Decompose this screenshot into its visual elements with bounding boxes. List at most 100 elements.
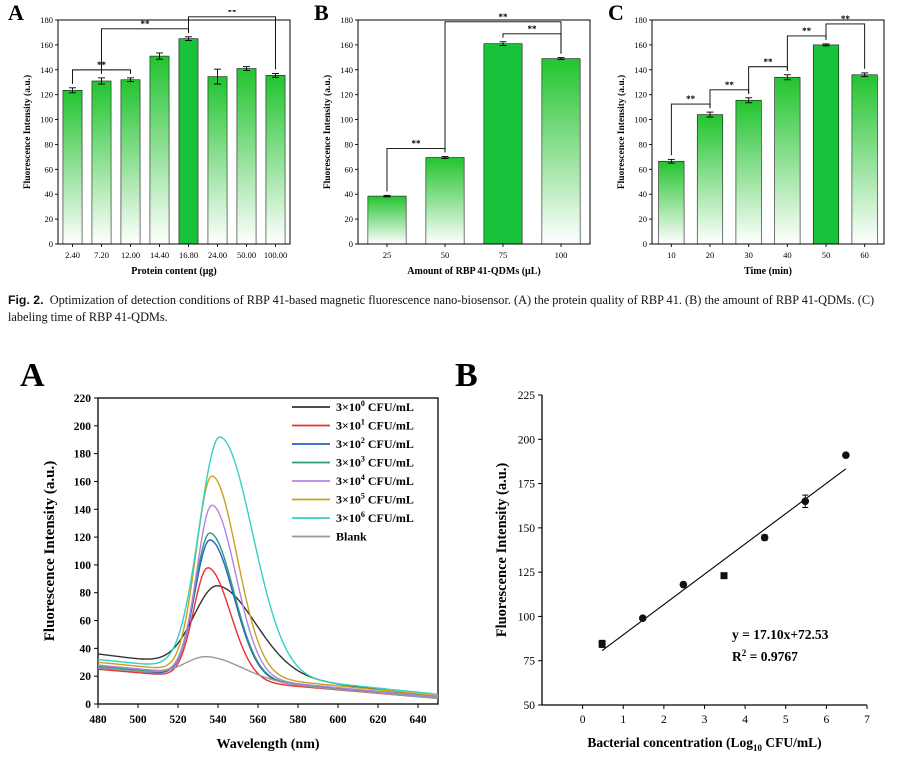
legend-label: 3×101 CFU/mL [336, 418, 414, 433]
y-tick-label: 180 [340, 15, 353, 25]
x-tick-label: 14.40 [150, 250, 169, 260]
y-tick-label: 40 [639, 189, 648, 199]
legend-label: Blank [336, 530, 367, 544]
bar-25 [367, 195, 407, 245]
fit-line [601, 468, 847, 651]
x-tick-label: 640 [409, 714, 427, 726]
significance-bracket [825, 23, 866, 69]
significance-label: ** [802, 26, 812, 36]
y-tick-label: 80 [345, 139, 354, 149]
data-point [842, 451, 850, 460]
legend-label-unit: CFU/mL [365, 437, 414, 451]
y-tick-label: 40 [345, 189, 354, 199]
figure-caption: Fig. 2. Optimization of detection condit… [8, 292, 888, 326]
data-point [598, 640, 606, 648]
x-tick-label: 560 [249, 714, 267, 726]
legend-label-base: 3×10 [336, 493, 361, 507]
x-tick-label: 5 [783, 714, 789, 726]
x-tick-label: 620 [369, 714, 387, 726]
x-tick-label: 50 [441, 250, 450, 260]
legend-label-base: 3×10 [336, 511, 361, 525]
r-squared-prefix: R [732, 649, 742, 664]
y-tick-label: 75 [524, 656, 536, 668]
legend-label-unit: CFU/mL [365, 511, 414, 525]
y-tick-label: 180 [40, 15, 53, 25]
y-tick-label: 0 [349, 239, 353, 249]
y-tick-label: 60 [639, 164, 648, 174]
caption-label: Fig. 2. [8, 293, 44, 307]
y-tick-label: 60 [80, 616, 92, 628]
data-point [801, 497, 810, 506]
y-tick-label: 20 [80, 671, 92, 683]
y-tick-label: 150 [518, 523, 536, 535]
x-tick-label: 50 [822, 250, 831, 260]
legend-label-exp: 4 [361, 473, 365, 482]
x-tick-label: 480 [89, 714, 107, 726]
y-tick-label: 120 [74, 532, 92, 544]
y-tick-label: 0 [643, 239, 647, 249]
legend-label-base: 3×10 [336, 437, 361, 451]
y-tick-label: 175 [518, 479, 536, 491]
legend-label-exp: 0 [361, 399, 365, 408]
y-tick-label: 20 [639, 214, 648, 224]
legend-label-exp: 1 [361, 418, 365, 427]
x-tick-label: 24.00 [208, 250, 227, 260]
y-tick-label: 60 [345, 164, 354, 174]
x-tick-label: 50.00 [237, 250, 256, 260]
x-axis-label-sub: 10 [753, 743, 763, 753]
significance-label: ** [228, 10, 238, 17]
legend-label: 3×106 CFU/mL [336, 510, 414, 525]
y-tick-label: 120 [634, 90, 647, 100]
y-tick-label: 40 [45, 189, 54, 199]
significance-bracket [444, 21, 562, 153]
legend-label-exp: 6 [361, 510, 365, 519]
y-axis-label: Fluorescence Intensity (a.u.) [42, 461, 58, 642]
bar-16.80 [178, 38, 199, 245]
legend-label-base: 3×10 [336, 400, 361, 414]
y-axis-label: Fluorescence Intensity (a.u.) [616, 75, 627, 189]
fig2b-chart: 0 20 40 60 80 100 120 140 160 180 25 50 75 100 Amount … [322, 12, 591, 277]
y-tick-label: 160 [340, 40, 353, 50]
y-tick-label: 100 [74, 560, 92, 572]
data-point [720, 572, 728, 580]
y-tick-label: 160 [634, 40, 647, 50]
data-point [760, 533, 769, 542]
x-tick-label: 40 [783, 250, 792, 260]
legend-label-unit: CFU/mL [365, 400, 414, 414]
x-tick-label: 580 [289, 714, 307, 726]
y-tick-label: 100 [40, 115, 53, 125]
x-axis-label: Bacterial concentration (Log10 CFU/mL) [587, 735, 821, 753]
bar-50 [425, 157, 465, 245]
legend-label-base: 3×10 [336, 456, 361, 470]
legend-label-base: Blank [336, 530, 367, 544]
y-tick-label: 200 [518, 434, 536, 446]
significance-label: ** [686, 94, 696, 104]
r-squared: R2 = 0.9767 [732, 648, 798, 664]
bar-7.20 [91, 80, 112, 245]
significance-label: ** [528, 24, 538, 34]
legend-label-unit: CFU/mL [365, 419, 414, 433]
legend-label-base: 3×10 [336, 419, 361, 433]
y-tick-label: 80 [80, 588, 92, 600]
y-tick-label: 120 [340, 90, 353, 100]
legend-label-exp: 2 [361, 436, 365, 445]
y-tick-label: 140 [40, 65, 53, 75]
r-squared-value: = 0.9767 [746, 649, 798, 664]
significance-bracket [188, 16, 276, 70]
y-tick-label: 80 [45, 139, 54, 149]
bar-50.00 [236, 68, 257, 245]
bar-60 [851, 74, 878, 245]
x-tick-label: 6 [824, 714, 830, 726]
x-axis-label: Wavelength (nm) [216, 737, 319, 752]
legend-label-exp: 3 [361, 455, 365, 464]
legend-label-base: 3×10 [336, 474, 361, 488]
y-tick-label: 200 [74, 421, 92, 433]
bar-20 [696, 114, 724, 245]
y-tick-label: 100 [518, 611, 536, 623]
fit-equation: y = 17.10x+72.53 [732, 627, 829, 642]
data-point [679, 580, 688, 589]
y-tick-label: 20 [45, 214, 54, 224]
y-axis-label: Fluorescence Intensity (a.u.) [494, 463, 510, 638]
axes-frame [651, 19, 885, 245]
x-tick-label: 600 [329, 714, 347, 726]
